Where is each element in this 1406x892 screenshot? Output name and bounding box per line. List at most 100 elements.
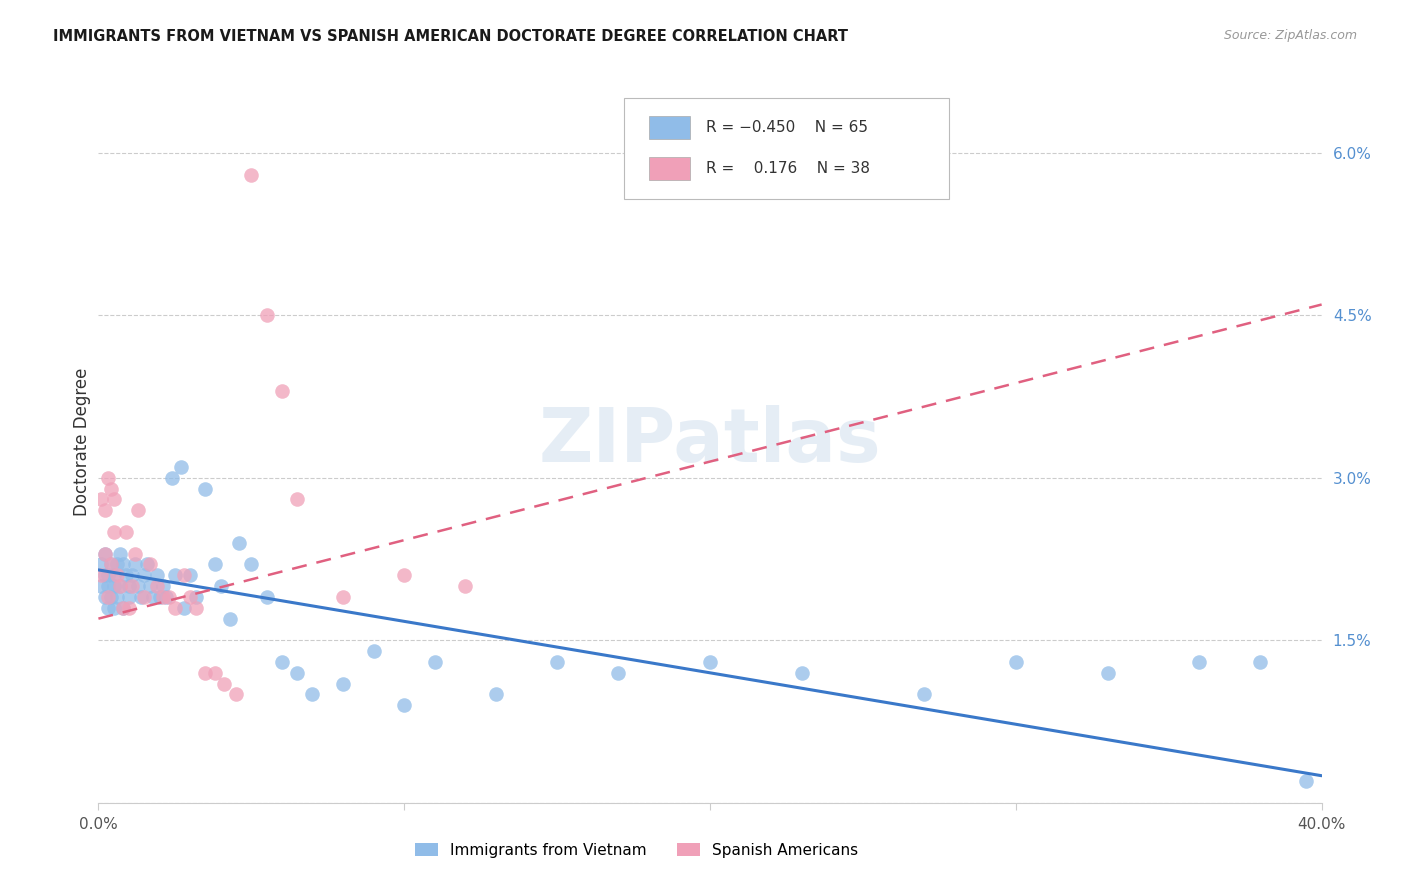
Point xyxy=(285,492,308,507)
Point xyxy=(332,676,354,690)
Point xyxy=(118,590,141,604)
Point xyxy=(363,644,385,658)
Point xyxy=(423,655,446,669)
Point xyxy=(194,665,217,680)
Point xyxy=(93,503,115,517)
Point xyxy=(121,579,143,593)
Point xyxy=(163,600,186,615)
Point xyxy=(209,579,232,593)
Point xyxy=(790,665,813,680)
Point xyxy=(134,568,156,582)
Point xyxy=(129,590,152,604)
Point xyxy=(392,568,416,582)
Point xyxy=(270,384,292,399)
Point xyxy=(332,590,354,604)
Point xyxy=(139,579,162,593)
Point xyxy=(97,471,120,485)
Point xyxy=(485,688,508,702)
Point xyxy=(108,547,131,561)
Point xyxy=(392,698,416,713)
Point xyxy=(111,558,134,572)
Point xyxy=(97,590,120,604)
FancyBboxPatch shape xyxy=(648,116,690,139)
Point xyxy=(179,568,201,582)
Legend: Immigrants from Vietnam, Spanish Americans: Immigrants from Vietnam, Spanish America… xyxy=(409,837,865,863)
Point xyxy=(699,655,721,669)
Point xyxy=(103,492,125,507)
Point xyxy=(103,579,125,593)
Y-axis label: Doctorate Degree: Doctorate Degree xyxy=(73,368,91,516)
Point xyxy=(1004,655,1026,669)
FancyBboxPatch shape xyxy=(624,98,949,200)
Point xyxy=(115,524,138,539)
Point xyxy=(93,590,115,604)
Point xyxy=(103,600,125,615)
Point xyxy=(212,676,235,690)
Point xyxy=(139,558,162,572)
Point xyxy=(108,579,131,593)
Point xyxy=(97,579,120,593)
Point xyxy=(607,665,630,680)
Point xyxy=(124,547,146,561)
Point xyxy=(256,590,278,604)
Point xyxy=(90,579,112,593)
Point xyxy=(228,536,250,550)
Point xyxy=(111,600,134,615)
Point xyxy=(160,471,183,485)
Point xyxy=(93,547,115,561)
Point xyxy=(285,665,308,680)
Point xyxy=(240,168,263,182)
Point xyxy=(170,460,193,475)
Point xyxy=(118,579,141,593)
Point xyxy=(270,655,292,669)
Point xyxy=(100,558,122,572)
Point xyxy=(97,568,120,582)
Point xyxy=(1097,665,1119,680)
Point xyxy=(219,612,242,626)
Point xyxy=(204,665,226,680)
Point xyxy=(115,568,138,582)
Point xyxy=(225,688,247,702)
Text: R = −0.450    N = 65: R = −0.450 N = 65 xyxy=(706,120,869,135)
Point xyxy=(163,568,186,582)
Point xyxy=(186,590,208,604)
Point xyxy=(108,579,131,593)
Point xyxy=(240,558,263,572)
Point xyxy=(454,579,477,593)
Point xyxy=(145,568,167,582)
Point xyxy=(1188,655,1211,669)
Text: R =    0.176    N = 38: R = 0.176 N = 38 xyxy=(706,161,870,176)
Text: Source: ZipAtlas.com: Source: ZipAtlas.com xyxy=(1223,29,1357,42)
Point xyxy=(124,558,146,572)
Point xyxy=(1295,774,1317,789)
Point xyxy=(90,492,112,507)
Point xyxy=(152,579,174,593)
Point xyxy=(179,590,201,604)
Point xyxy=(100,590,122,604)
Point xyxy=(149,590,172,604)
Point xyxy=(173,568,195,582)
FancyBboxPatch shape xyxy=(648,157,690,180)
Point xyxy=(127,503,149,517)
Point xyxy=(103,524,125,539)
Point xyxy=(127,579,149,593)
Point xyxy=(136,558,159,572)
Point xyxy=(152,590,174,604)
Point xyxy=(121,568,143,582)
Point xyxy=(90,568,112,582)
Point xyxy=(90,558,112,572)
Text: ZIPatlas: ZIPatlas xyxy=(538,405,882,478)
Point xyxy=(134,590,156,604)
Point xyxy=(204,558,226,572)
Point xyxy=(155,590,177,604)
Point xyxy=(173,600,195,615)
Point xyxy=(194,482,217,496)
Point xyxy=(1249,655,1271,669)
Point xyxy=(186,600,208,615)
Point xyxy=(97,600,120,615)
Point xyxy=(100,482,122,496)
Point xyxy=(157,590,180,604)
Point xyxy=(256,309,278,323)
Point xyxy=(301,688,323,702)
Point xyxy=(105,568,128,582)
